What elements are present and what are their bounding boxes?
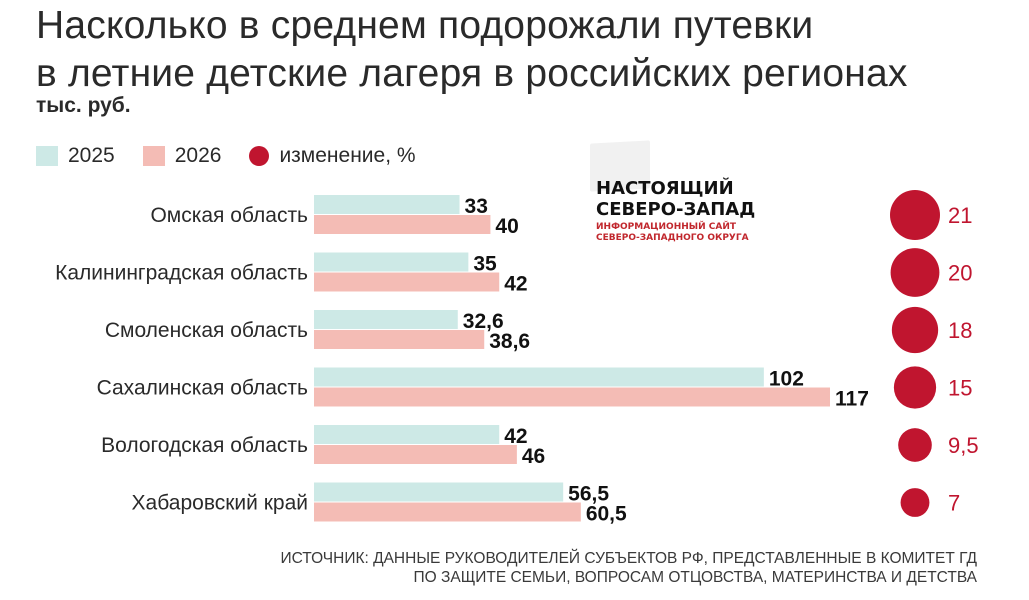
- bar-2026: [314, 502, 581, 522]
- legend-swatch-2025: [36, 146, 58, 166]
- value-label-2025: 102: [769, 368, 804, 391]
- change-circle: [898, 428, 932, 462]
- source-line-2: ПО ЗАЩИТЕ СЕМЬИ, ВОПРОСАМ ОТЦОВСТВА, МАТ…: [413, 569, 978, 586]
- value-label-2025: 42: [504, 425, 527, 448]
- source-line-1: ИСТОЧНИК: ДАННЫЕ РУКОВОДИТЕЛЕЙ СУБЪЕКТОВ…: [280, 550, 977, 567]
- value-label-2025: 33: [465, 195, 488, 218]
- brand-subtitle: ИНФОРМАЦИОННЫЙ САЙТ СЕВЕРО-ЗАПАДНОГО ОКР…: [596, 222, 749, 244]
- category-label: Смоленская область: [105, 319, 308, 342]
- bar-2025: [314, 425, 500, 444]
- value-label-2025: 56,5: [568, 483, 609, 506]
- value-label-2026: 60,5: [586, 503, 627, 526]
- value-label-2026: 46: [522, 445, 545, 468]
- legend-swatch-2026: [142, 146, 165, 166]
- change-label: 9,5: [948, 433, 979, 458]
- unit-label: тыс. руб.: [36, 94, 131, 117]
- chart-title: Насколько в среднем подорожали путевки в…: [36, 2, 908, 98]
- source-note: ИСТОЧНИК: ДАННЫЕ РУКОВОДИТЕЛЕЙ СУБЪЕКТОВ…: [280, 549, 977, 587]
- legend-label-2026: 2026: [174, 144, 222, 167]
- bar-2025: [314, 252, 469, 272]
- value-label-2026: 117: [835, 388, 869, 411]
- bar-2026: [314, 215, 491, 234]
- bar-2025: [314, 482, 564, 502]
- bar-2026: [314, 445, 517, 464]
- legend: 2025 2026 изменение, %: [36, 144, 416, 168]
- change-circle: [890, 248, 940, 297]
- category-label: Вологодская область: [101, 434, 308, 457]
- brand-name-line-2: СЕВЕРО-ЗАПАД: [596, 199, 756, 220]
- bar-2025: [314, 310, 458, 329]
- change-label: 7: [948, 491, 960, 516]
- change-label: 18: [948, 318, 972, 343]
- chart-title-line-1: Насколько в среднем подорожали путевки: [36, 4, 814, 47]
- brand-name: НАСТОЯЩИЙ СЕВЕРО-ЗАПАД: [596, 178, 755, 220]
- category-label: Сахалинская область: [97, 377, 308, 400]
- brand-subtitle-line-2: СЕВЕРО-ЗАПАДНОГО ОКРУГА: [596, 233, 749, 243]
- category-label: Омская область: [150, 204, 308, 227]
- legend-label-2025: 2025: [68, 144, 115, 167]
- value-label-2025: 35: [473, 253, 497, 276]
- legend-label-change: изменение, %: [279, 144, 416, 167]
- value-label-2025: 32,6: [463, 310, 504, 333]
- change-circle: [890, 190, 940, 240]
- bar-2026: [314, 330, 485, 349]
- legend-swatch-change: [249, 146, 270, 166]
- brand-name-line-1: НАСТОЯЩИЙ: [596, 178, 734, 199]
- category-label: Калининградская область: [55, 262, 308, 285]
- value-label-2026: 42: [504, 273, 527, 296]
- change-circle: [891, 306, 939, 354]
- legend-item-2026: 2026: [142, 144, 222, 168]
- change-label: 20: [948, 261, 972, 286]
- bar-2025: [314, 195, 460, 214]
- legend-item-change: изменение, %: [249, 144, 416, 168]
- brand-subtitle-line-1: ИНФОРМАЦИОННЫЙ САЙТ: [596, 222, 736, 232]
- bar-2026: [314, 272, 500, 292]
- chart-title-line-2: в летние детские лагеря в российских рег…: [36, 52, 908, 95]
- value-label-2026: 40: [495, 215, 518, 238]
- change-label: 21: [948, 203, 972, 228]
- legend-item-2025: 2025: [36, 144, 115, 168]
- category-label: Хабаровский край: [132, 492, 308, 515]
- brand-logo: НАСТОЯЩИЙ СЕВЕРО-ЗАПАД ИНФОРМАЦИОННЫЙ СА…: [590, 140, 790, 252]
- value-label-2026: 38,6: [489, 330, 530, 353]
- change-circle: [900, 488, 930, 517]
- bar-2025: [314, 367, 764, 387]
- change-circle: [893, 366, 937, 409]
- bar-2026: [314, 387, 830, 407]
- change-label: 15: [948, 376, 972, 401]
